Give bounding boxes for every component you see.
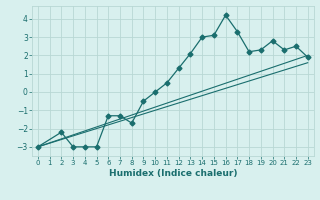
X-axis label: Humidex (Indice chaleur): Humidex (Indice chaleur) xyxy=(108,169,237,178)
